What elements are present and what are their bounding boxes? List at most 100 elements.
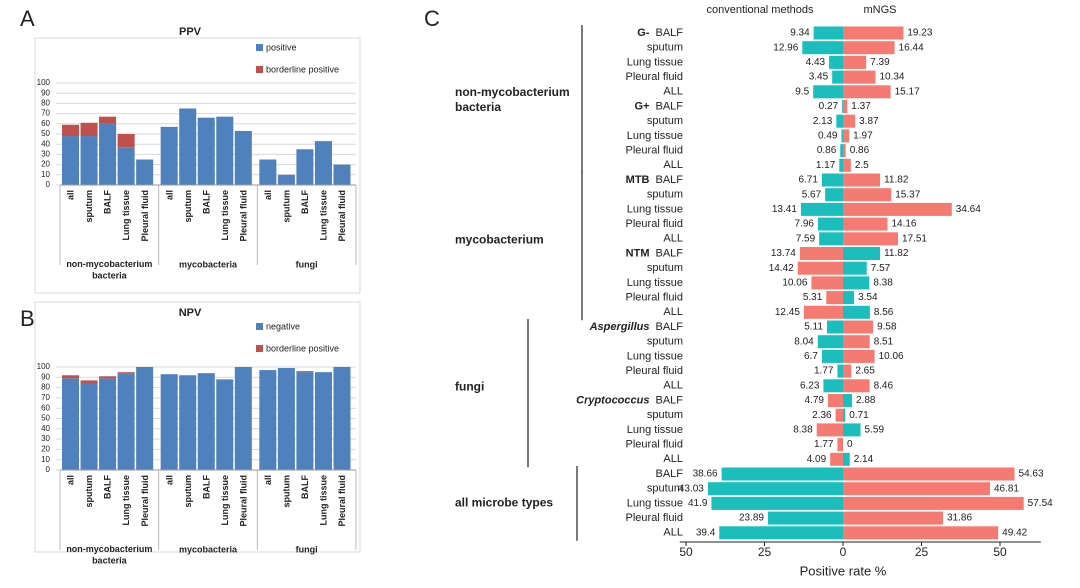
value-label: 6.71 (798, 175, 818, 186)
y-tick-label: 10 (41, 455, 50, 464)
x-tick-label: Lung tissue (319, 475, 329, 526)
x-tick-label: BALF (103, 475, 113, 499)
value-label: 0 (847, 439, 853, 450)
value-label: 23.89 (739, 513, 764, 524)
bar-conventional (827, 394, 843, 407)
subgroup-label: G- (637, 27, 650, 39)
value-label: 4.09 (807, 454, 827, 465)
value-label: 2.88 (856, 395, 876, 406)
group-label: fungi (296, 544, 318, 554)
bar-segment (259, 159, 277, 185)
bar-segment (216, 379, 234, 470)
panel-letter: C (424, 6, 440, 31)
value-label: 19.23 (907, 28, 932, 39)
value-label: 11.82 (884, 248, 909, 259)
value-label: 10.06 (782, 278, 807, 289)
category-label: Pleural fluid (626, 292, 683, 304)
category-label: BALF (655, 100, 683, 112)
bar-segment (80, 383, 98, 470)
bar-segment (216, 116, 234, 185)
bar-segment (160, 126, 178, 185)
bar-conventional (721, 467, 843, 481)
y-tick-label: 100 (37, 78, 51, 87)
y-tick-label: 0 (46, 465, 51, 474)
x-tick-label: Pleural fluid (238, 190, 248, 242)
bar-conventional (835, 408, 843, 422)
y-tick-label: 40 (41, 139, 50, 148)
bar-conventional (823, 379, 843, 393)
bar-mngs (843, 158, 851, 172)
legend-swatch (256, 323, 263, 330)
value-label: 6.7 (804, 351, 818, 362)
value-label: 13.74 (771, 248, 796, 259)
bar-mngs (843, 379, 870, 393)
value-label: 2.65 (855, 366, 875, 377)
value-label: 54.63 (1019, 469, 1044, 480)
value-label: 6.23 (800, 380, 820, 391)
x-tick-label: all (164, 475, 174, 485)
value-label: 1.17 (816, 160, 836, 171)
bar-mngs (843, 247, 881, 260)
value-label: 1.37 (851, 101, 871, 112)
category-label: Pleural fluid (626, 512, 683, 524)
y-tick-label: 50 (41, 129, 50, 138)
value-label: 8.38 (873, 278, 893, 289)
category-label: ALL (663, 306, 683, 318)
bar-segment (62, 124, 80, 137)
x-tick-label: BALF (300, 190, 310, 214)
category-label: sputum (647, 42, 683, 54)
bar-mngs (843, 173, 881, 187)
value-label: 0.49 (818, 131, 838, 142)
value-label: 13.41 (772, 204, 797, 215)
bar-mngs (843, 452, 850, 466)
value-label: 39.4 (696, 527, 716, 538)
value-label: 0.71 (849, 410, 869, 421)
bar-segment (136, 159, 154, 185)
y-tick-label: 60 (41, 403, 50, 412)
subgroup-label: Aspergillus (589, 321, 650, 333)
y-tick-label: 100 (37, 362, 51, 371)
bar-mngs (843, 335, 870, 349)
x-tick-label: all (263, 475, 273, 485)
bar-conventional (799, 247, 843, 260)
value-label: 31.86 (947, 513, 972, 524)
group-label: non-mycobacterium bacteria (66, 259, 152, 280)
bar-segment (333, 164, 351, 185)
category-label: Pleural fluid (626, 145, 683, 157)
value-label: 7.57 (871, 263, 891, 274)
bar-conventional (832, 70, 843, 84)
category-label: sputum (647, 483, 683, 495)
bar-segment (234, 130, 252, 185)
value-label: 0.86 (817, 145, 837, 156)
category-label: Pleural fluid (626, 218, 683, 230)
legend-label: mNGS (864, 4, 897, 16)
bar-segment (234, 367, 252, 470)
category-label: Lung tissue (627, 130, 683, 142)
panel-frame (34, 37, 361, 294)
x-tick-label: BALF (300, 475, 310, 499)
x-tick-label: sputum (183, 475, 193, 508)
bar-segment (314, 372, 332, 470)
y-tick-label: 10 (41, 170, 50, 179)
bar-conventional (811, 276, 843, 290)
category-label: ALL (663, 380, 683, 392)
bar-conventional (803, 305, 843, 319)
bar-conventional (800, 202, 843, 216)
x-tick-label: all (66, 190, 76, 200)
category-label: Lung tissue (627, 56, 683, 68)
bar-conventional (837, 364, 843, 378)
bar-segment (99, 123, 117, 185)
panel-letter: B (20, 306, 35, 331)
bar-mngs (843, 144, 846, 158)
x-tick-label: Pleural fluid (238, 475, 248, 527)
y-tick-label: 60 (41, 119, 50, 128)
bar-conventional (840, 144, 843, 158)
x-tick-label: sputum (183, 190, 193, 223)
value-label: 5.31 (803, 292, 823, 303)
value-label: 1.97 (853, 131, 873, 142)
category-label: ALL (663, 86, 683, 98)
category-label: ALL (663, 453, 683, 465)
value-label: 2.5 (855, 160, 869, 171)
y-tick-label: 0 (46, 180, 51, 189)
bar-conventional (825, 188, 843, 202)
